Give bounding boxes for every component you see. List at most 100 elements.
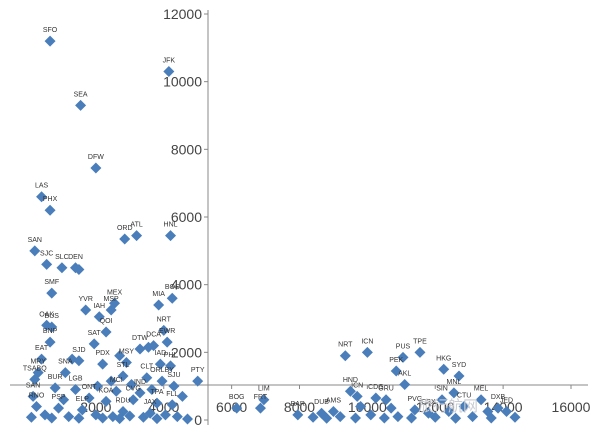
point-label: DEN: [68, 254, 83, 261]
data-point: [429, 411, 441, 423]
data-point: [344, 385, 356, 397]
data-point: [137, 411, 149, 423]
point-label: HNL: [164, 222, 178, 229]
data-point: [182, 413, 194, 425]
data-point: [80, 304, 92, 316]
data-point: [46, 287, 58, 299]
x-tick-label: 14000: [484, 399, 523, 415]
point-label: CTU: [457, 392, 471, 399]
data-point: [154, 358, 166, 370]
point-label: SJD: [72, 347, 85, 354]
data-point: [492, 402, 504, 414]
data-point: [46, 321, 58, 333]
data-point: [49, 382, 61, 394]
data-point: [134, 343, 146, 355]
data-point: [97, 412, 109, 424]
point-label: RDU: [115, 398, 130, 405]
data-point: [134, 387, 146, 399]
point-label: YVR: [78, 296, 92, 303]
data-point: [92, 380, 104, 392]
point-label: PTY: [191, 367, 205, 374]
data-point: [501, 406, 513, 418]
point-label: ICN: [361, 338, 373, 345]
data-point: [100, 326, 112, 338]
point-label: ELP: [76, 396, 90, 403]
x-tick-label: 10000: [348, 399, 387, 415]
data-point: [127, 394, 139, 406]
point-label: MSY: [119, 348, 135, 355]
data-point: [156, 375, 168, 387]
x-tick-label: 8000: [284, 399, 315, 415]
data-point: [36, 191, 48, 203]
point-label: DTW: [132, 335, 148, 342]
point-label: DCA: [146, 332, 161, 339]
data-point: [110, 385, 122, 397]
point-label: SJC: [40, 250, 53, 257]
data-point: [361, 346, 373, 358]
data-point: [254, 402, 266, 414]
data-point: [146, 384, 158, 396]
data-point: [114, 413, 126, 425]
data-point: [66, 353, 78, 365]
point-label: SEA: [74, 91, 88, 98]
data-point: [409, 404, 421, 416]
point-label: LAS: [35, 183, 49, 190]
data-point: [53, 402, 65, 414]
point-label: BNP: [43, 328, 58, 335]
point-label: SIN: [436, 386, 448, 393]
data-point: [159, 409, 171, 421]
point-label: SAT: [88, 330, 102, 337]
data-point: [161, 336, 173, 348]
point-label: TPA: [150, 389, 163, 396]
x-tick-label: 16000: [552, 399, 591, 415]
data-point: [100, 395, 112, 407]
data-point: [165, 360, 177, 372]
point-label: HKG: [436, 355, 451, 362]
point-label: PUS: [396, 343, 411, 350]
data-point: [176, 390, 188, 402]
data-point: [166, 292, 178, 304]
data-point: [467, 411, 479, 423]
y-tick-label: 6000: [171, 209, 202, 225]
data-point: [41, 258, 53, 270]
point-label: ATL: [130, 222, 142, 229]
point-label: SLC: [55, 254, 69, 261]
point-label: NRT: [338, 342, 353, 349]
data-point: [142, 341, 154, 353]
data-point: [93, 311, 105, 323]
point-label: EAT: [35, 345, 49, 352]
point-label: GRU: [378, 386, 394, 393]
data-point: [83, 392, 95, 404]
point-label: IAH: [93, 303, 105, 310]
data-point: [44, 204, 56, 216]
data-point: [380, 394, 392, 406]
point-label: SMF: [44, 279, 59, 286]
point-label: PSP: [52, 394, 66, 401]
point-label: MRY: [30, 359, 46, 366]
data-point: [378, 412, 390, 424]
point-label: ORLBY: [150, 367, 174, 374]
point-label: NRT: [157, 316, 172, 323]
data-point: [365, 409, 377, 421]
point-label: JED: [500, 398, 513, 405]
data-point: [114, 350, 126, 362]
data-point: [339, 350, 351, 362]
point-label: BOG: [229, 394, 245, 401]
data-point: [73, 412, 85, 424]
point-label: CDG: [368, 384, 384, 391]
data-point: [307, 411, 319, 423]
data-point: [25, 411, 37, 423]
data-point: [75, 99, 87, 111]
data-point: [351, 390, 363, 402]
point-label: DUB: [314, 399, 329, 406]
data-point: [258, 394, 270, 406]
data-point: [44, 336, 56, 348]
point-label: JFK: [163, 58, 176, 65]
data-point: [105, 304, 117, 316]
point-label: MNL: [447, 379, 462, 386]
data-point: [30, 400, 42, 412]
point-label: AMS: [326, 398, 342, 405]
data-point: [46, 412, 58, 424]
point-label: PEK: [389, 357, 403, 364]
point-label: DXB: [491, 394, 506, 401]
